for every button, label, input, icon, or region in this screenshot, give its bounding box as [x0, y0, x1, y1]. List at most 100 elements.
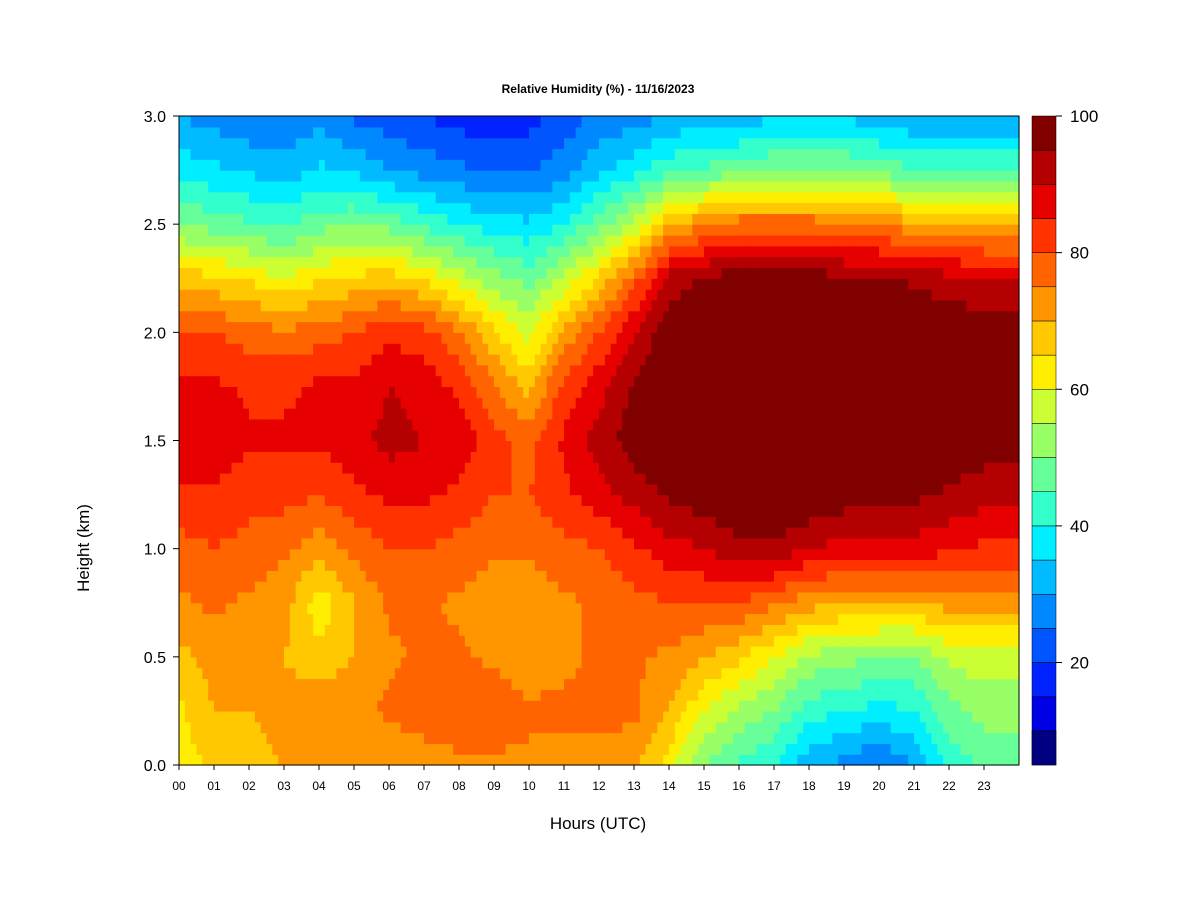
heatmap-cell	[610, 635, 618, 647]
heatmap-cell	[400, 721, 408, 734]
heatmap-cell	[237, 418, 244, 431]
heatmap-cell	[179, 646, 186, 658]
heatmap-cell	[377, 472, 384, 485]
heatmap-cell	[523, 743, 530, 755]
heatmap-cell	[406, 267, 413, 279]
heatmap-cell	[517, 494, 524, 506]
heatmap-cell	[412, 656, 419, 669]
heatmap-cell	[342, 591, 349, 604]
heatmap-cell	[406, 635, 413, 647]
heatmap-cell	[529, 732, 536, 744]
heatmap-cell	[441, 710, 448, 723]
heatmap-cell	[610, 527, 618, 539]
heatmap-cell	[237, 224, 244, 236]
heatmap-cell	[330, 386, 338, 398]
heatmap-cell	[511, 516, 518, 528]
heatmap-cell	[313, 245, 320, 258]
heatmap-cell	[377, 159, 384, 171]
heatmap-cell	[616, 570, 623, 582]
heatmap-cell	[464, 267, 472, 279]
heatmap-cell	[196, 289, 203, 301]
heatmap-cell	[587, 537, 594, 550]
heatmap-cell	[587, 483, 594, 496]
heatmap-cell	[289, 418, 297, 431]
heatmap-cell	[231, 743, 238, 755]
heatmap-cell	[517, 440, 524, 452]
heatmap-cell	[488, 267, 495, 279]
heatmap-cell	[616, 667, 623, 680]
heatmap-cell	[330, 159, 338, 171]
heatmap-cell	[505, 375, 513, 388]
heatmap-cell	[243, 710, 250, 723]
heatmap-cell	[336, 689, 343, 701]
heatmap-cell	[202, 126, 209, 139]
heatmap-cell	[610, 537, 618, 550]
heatmap-cell	[517, 754, 524, 766]
heatmap-cell	[534, 743, 542, 755]
heatmap-cell	[651, 267, 658, 279]
heatmap-cell	[272, 418, 279, 431]
heatmap-cell	[575, 656, 583, 669]
heatmap-cell	[389, 451, 396, 463]
heatmap-cell	[494, 451, 501, 463]
heatmap-cell	[634, 472, 641, 485]
heatmap-cell	[377, 278, 384, 290]
heatmap-cell	[389, 224, 396, 236]
heatmap-cell	[394, 743, 402, 755]
heatmap-cell	[523, 689, 530, 701]
heatmap-cell	[499, 289, 507, 301]
heatmap-cell	[342, 289, 349, 301]
heatmap-cell	[394, 234, 402, 247]
heatmap-cell	[488, 256, 495, 269]
heatmap-cell	[476, 418, 483, 431]
heatmap-cell	[599, 224, 606, 236]
heatmap-cell	[307, 429, 314, 442]
heatmap-cell	[564, 624, 571, 636]
heatmap-cell	[587, 429, 594, 442]
heatmap-cell	[202, 516, 209, 528]
heatmap-cell	[494, 656, 501, 669]
heatmap-cell	[470, 505, 478, 517]
heatmap-cell	[313, 635, 320, 647]
heatmap-cell	[657, 213, 664, 225]
heatmap-cell	[406, 224, 413, 236]
heatmap-cell	[453, 451, 460, 463]
heatmap-cell	[301, 418, 308, 431]
heatmap-cell	[243, 408, 250, 420]
heatmap-cell	[552, 408, 559, 420]
heatmap-cell	[377, 624, 384, 636]
heatmap-cell	[348, 678, 355, 690]
heatmap-cell	[429, 548, 437, 561]
heatmap-cell	[389, 202, 396, 214]
heatmap-cell	[190, 321, 198, 333]
heatmap-cell	[284, 656, 291, 669]
heatmap-cell	[447, 591, 454, 604]
heatmap-cell	[657, 418, 664, 431]
heatmap-cell	[441, 256, 448, 269]
heatmap-cell	[587, 375, 594, 388]
heatmap-cell	[330, 148, 338, 160]
heatmap-cell	[429, 202, 437, 214]
heatmap-cell	[324, 483, 332, 496]
heatmap-cell	[301, 678, 308, 690]
heatmap-cell	[610, 148, 618, 160]
heatmap-cell	[237, 267, 244, 279]
heatmap-cell	[254, 310, 262, 323]
heatmap-cell	[243, 299, 250, 312]
heatmap-cell	[354, 375, 361, 388]
heatmap-cell	[307, 267, 314, 279]
heatmap-cell	[499, 170, 507, 182]
heatmap-cell	[575, 732, 583, 744]
heatmap-cell	[575, 213, 583, 225]
heatmap-cell	[476, 678, 483, 690]
heatmap-cell	[464, 234, 472, 247]
heatmap-cell	[558, 170, 565, 182]
heatmap-cell	[645, 245, 653, 258]
heatmap-cell	[540, 613, 548, 625]
heatmap-cell	[453, 689, 460, 701]
heatmap-cell	[278, 364, 285, 377]
heatmap-cell	[219, 343, 227, 355]
heatmap-cell	[249, 310, 256, 323]
heatmap-cell	[266, 591, 273, 604]
heatmap-cell	[342, 624, 349, 636]
